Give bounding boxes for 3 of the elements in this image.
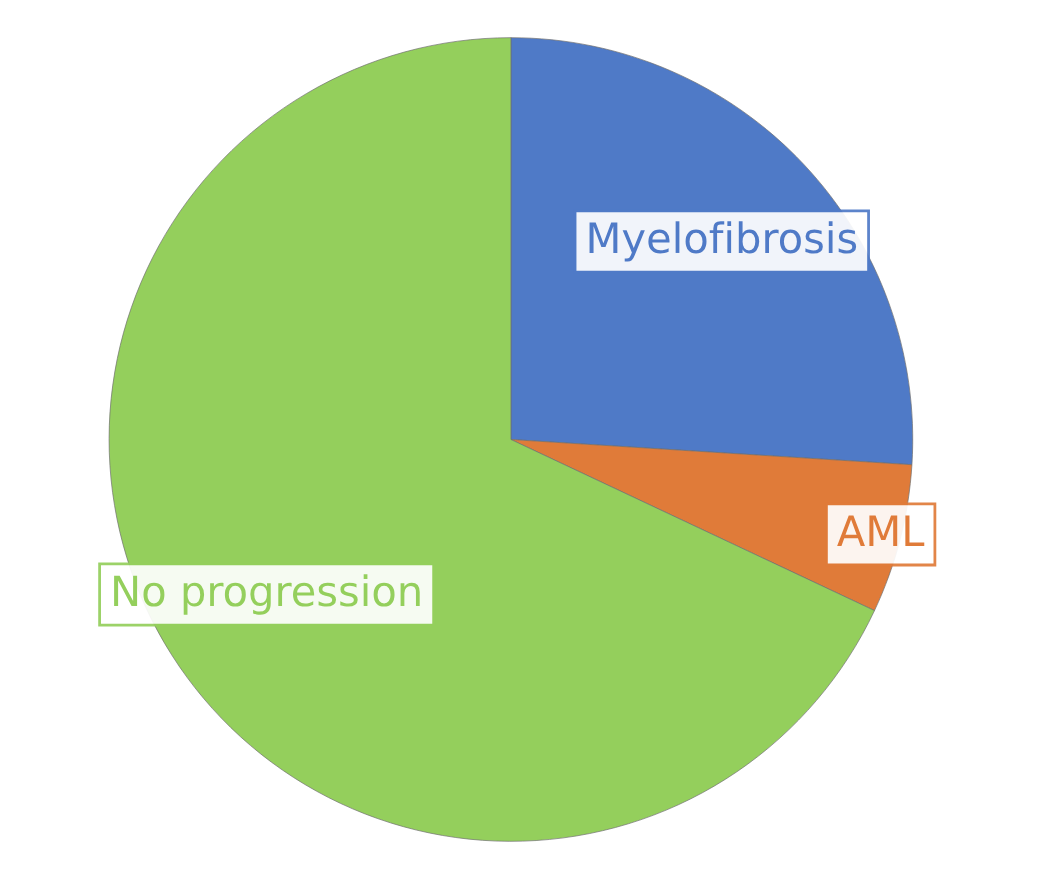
slice-label: No progression — [114, 574, 420, 615]
slice-label: AML — [837, 515, 925, 546]
slice-label: Myelofibrosis — [589, 221, 857, 262]
